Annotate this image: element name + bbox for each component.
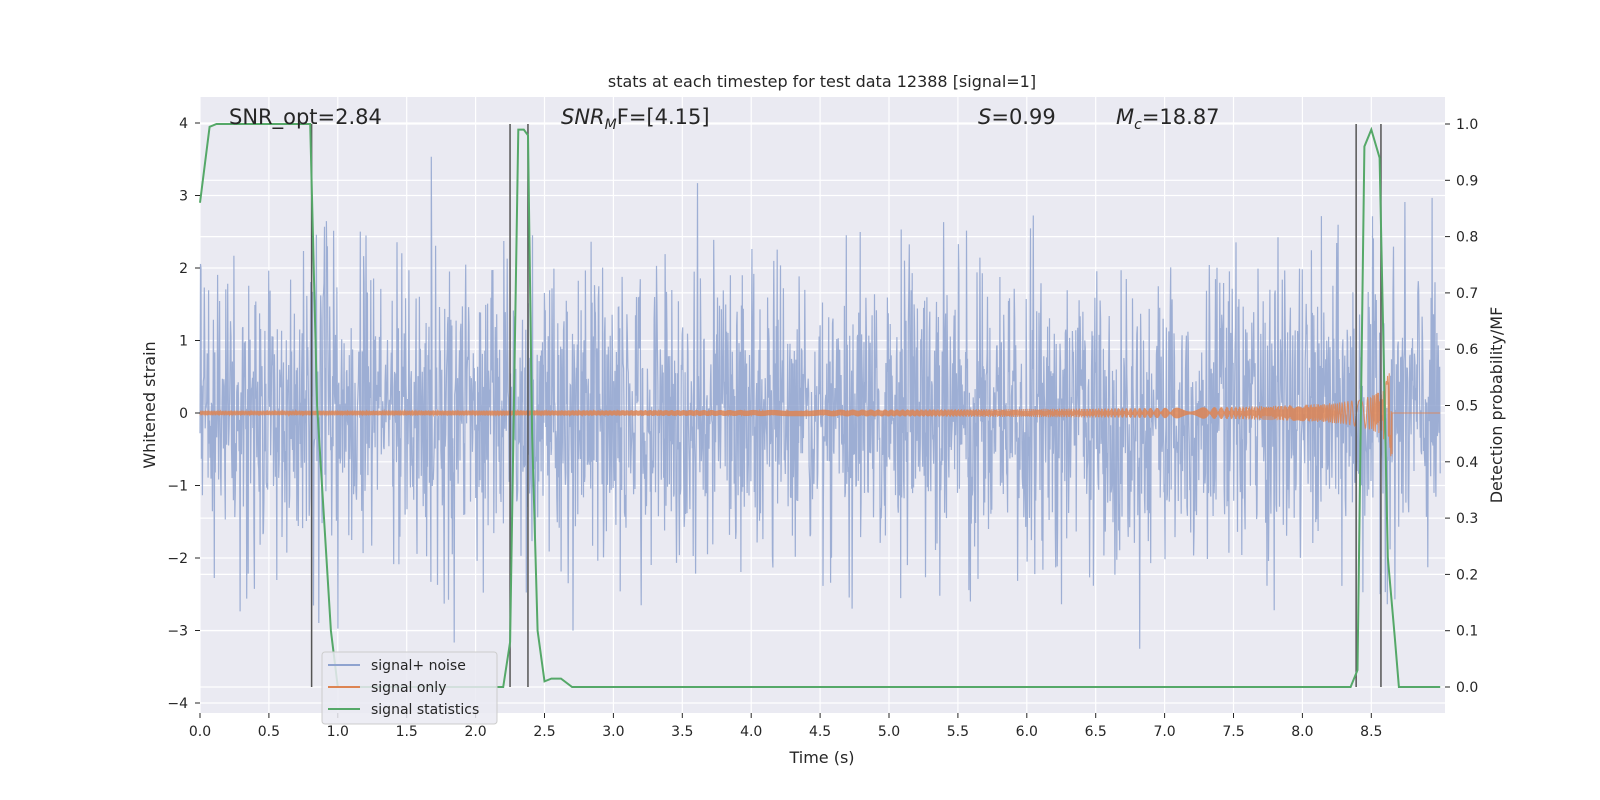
x-tick-label: 6.0 [1016,724,1038,740]
y-right-tick-label: 0.9 [1456,173,1478,189]
y-left-tick-label: −1 [167,479,188,495]
x-tick-label: 7.5 [1222,724,1244,740]
y-right-tick-label: 0.6 [1456,342,1478,358]
legend-label-signal-statistics: signal statistics [371,702,479,718]
legend-box [321,651,498,725]
y-left-tick-label: 3 [179,189,188,205]
y-right-tick-label: 0.7 [1456,286,1478,302]
y-left-tick-label: 4 [179,116,188,132]
signal-noise-series [199,156,1441,649]
signal-only-line [199,373,1441,457]
y-left-tick-label: −2 [167,551,188,567]
y-right-tick-label: 0.0 [1456,680,1478,696]
mc-annotation: Mc=18.87 [1116,105,1220,133]
x-tick-label: 7.0 [1153,724,1175,740]
y-left-tick-label: 0 [179,406,188,422]
y-right-tick-label: 0.5 [1456,399,1478,415]
snr-mf-rest: F=[4.15] [617,105,710,129]
snr-mf-name: SNR [561,105,605,129]
mc-name: M [1116,105,1134,129]
y-left-tick-label: 2 [179,261,188,277]
y-right-tick-label: 1.0 [1456,117,1478,133]
x-tick-label: 8.0 [1291,724,1313,740]
s-rest: =0.99 [991,105,1055,129]
x-tick-label: 0.5 [258,724,280,740]
snr-opt-annotation: SNR_opt=2.84 [229,105,382,130]
snr-mf-sub: M [605,117,617,133]
x-tick-label: 2.0 [464,724,486,740]
mc-sub: c [1134,117,1142,133]
y-right-tick-label: 0.2 [1456,567,1478,583]
signal-noise-line [199,156,1441,649]
x-axis-ticks: 0.0 0.5 1.0 1.5 2.0 2.5 3.0 3.5 4.0 4.5 5.0 5.5 6.0 6… [189,713,1382,740]
x-tick-label: 3.0 [602,724,624,740]
x-tick-label: 6.5 [1085,724,1107,740]
y-left-tick-label: −3 [167,624,188,640]
y-axis-right-label: Detection probability/MF [1487,307,1506,504]
x-tick-label: 5.0 [878,724,900,740]
x-tick-label: 4.0 [740,724,762,740]
x-tick-label: 5.5 [947,724,969,740]
chart-title: stats at each timestep for test data 123… [608,72,1036,91]
legend-label-signal-noise: signal+ noise [371,658,466,674]
s-name: S [978,105,991,129]
x-tick-label: 3.5 [671,724,693,740]
y-axis-left-label: Whitened strain [140,341,159,468]
y-axis-left-ticks: 4 3 2 1 0 −1 −2 −3 −4 [167,116,200,712]
x-tick-label: 8.5 [1360,724,1382,740]
y-right-tick-label: 0.3 [1456,511,1478,527]
x-axis-label: Time (s) [788,748,854,767]
y-right-tick-label: 0.8 [1456,230,1478,246]
legend-label-signal-only: signal only [371,680,446,696]
y-right-tick-label: 0.4 [1456,455,1478,471]
y-right-tick-label: 0.1 [1456,624,1478,640]
mc-rest: =18.87 [1142,105,1220,129]
x-tick-label: 1.5 [396,724,418,740]
y-axis-right-ticks: 1.0 0.9 0.8 0.7 0.6 0.5 0.4 0.3 0.2 0.1 0.0 [1445,117,1478,696]
y-left-tick-label: −4 [167,696,188,712]
x-tick-label: 0.0 [189,724,211,740]
x-tick-label: 2.5 [533,724,555,740]
snr-mf-annotation: SNRMF=[4.15] [561,105,710,133]
legend: signal+ noise signal only signal statist… [321,651,498,725]
signal-statistics-series [199,123,1441,688]
signal-only-series [199,373,1441,457]
x-tick-label: 4.5 [809,724,831,740]
signal-statistics-line [199,123,1441,688]
y-left-tick-label: 1 [179,334,188,350]
x-tick-label: 1.0 [327,724,349,740]
s-annotation: S=0.99 [978,105,1056,129]
